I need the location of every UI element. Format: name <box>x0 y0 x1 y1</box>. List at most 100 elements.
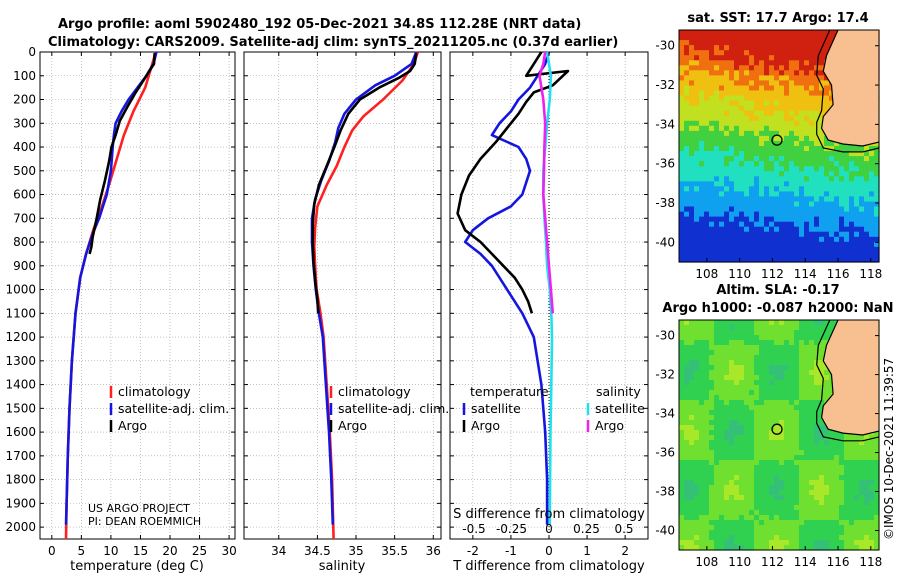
map-cell <box>774 390 780 396</box>
map-cell <box>794 445 800 451</box>
map-cell <box>854 440 860 446</box>
map-cell <box>809 415 815 421</box>
map-cell <box>734 515 740 521</box>
map-cell <box>689 95 695 102</box>
map-cell <box>764 425 770 431</box>
map-cell <box>799 176 805 182</box>
map-cell <box>724 30 730 36</box>
y-tick-label: 1600 <box>5 425 36 439</box>
map-cell <box>774 156 780 162</box>
map-cell <box>709 105 715 112</box>
map-cell <box>814 90 820 97</box>
map-cell <box>689 216 695 223</box>
map-cell <box>704 380 710 386</box>
map-cell <box>794 385 800 391</box>
map-cell <box>714 405 720 411</box>
map-cell <box>699 340 705 346</box>
map-cell <box>774 485 780 491</box>
map-cell <box>734 151 740 157</box>
map-cell <box>689 325 695 331</box>
map-cell <box>764 105 770 112</box>
map-cell <box>864 465 870 471</box>
map-cell <box>699 156 705 162</box>
map-cell <box>724 485 730 491</box>
map-cell <box>779 355 785 361</box>
map-cell <box>814 105 820 112</box>
map-cell <box>684 520 690 526</box>
map-cell <box>769 257 775 263</box>
map-cell <box>809 171 815 177</box>
map-cell <box>749 540 755 546</box>
map-cell <box>754 445 760 451</box>
map-cell <box>744 65 750 71</box>
map-cell <box>784 475 790 481</box>
map-cell <box>704 100 710 107</box>
map-cell <box>689 505 695 511</box>
map-cell <box>849 221 855 228</box>
map-cell <box>769 100 775 107</box>
map-cell <box>714 257 720 263</box>
map-cell <box>824 330 830 336</box>
map-cell <box>684 206 690 213</box>
map-cell <box>744 430 750 436</box>
map-cell <box>789 415 795 421</box>
map-cell <box>714 320 720 326</box>
map-cell <box>789 171 795 177</box>
y-tick-label: 1200 <box>5 330 36 344</box>
map-cell <box>709 525 715 531</box>
map-cell <box>874 196 880 202</box>
map-cell <box>689 370 695 376</box>
map-cell <box>689 141 695 147</box>
map-cell <box>869 495 875 501</box>
map-cell <box>854 226 860 233</box>
map-cell <box>799 330 805 336</box>
map-cell <box>819 211 825 218</box>
map-cell <box>769 125 775 132</box>
map-cell <box>679 460 685 466</box>
map-cell <box>764 85 770 92</box>
map-cell <box>829 206 835 213</box>
map-cell <box>724 355 730 361</box>
map-cell <box>864 440 870 446</box>
map-cell <box>754 325 760 331</box>
map-cell <box>779 490 785 496</box>
map-cell <box>704 251 710 258</box>
map-cell <box>814 100 820 107</box>
map-cell <box>744 75 750 81</box>
map-cell <box>769 181 775 187</box>
map-cell <box>769 495 775 501</box>
map-cell <box>839 490 845 496</box>
map-cell <box>684 186 690 192</box>
map-cell <box>809 505 815 511</box>
map-cell <box>779 460 785 466</box>
map-cell <box>694 545 700 551</box>
map-cell <box>789 221 795 228</box>
map-cell <box>734 211 740 218</box>
map-cell <box>779 186 785 192</box>
map-y-tick-label: -34 <box>655 407 675 421</box>
map-cell <box>684 130 690 137</box>
map-cell <box>714 110 720 117</box>
map-cell <box>809 410 815 416</box>
map-cell <box>699 445 705 451</box>
map-cell <box>784 241 790 248</box>
map-cell <box>729 100 735 107</box>
map-cell <box>689 440 695 446</box>
map-cell <box>724 345 730 351</box>
map-cell <box>759 350 765 356</box>
map-cell <box>694 201 700 208</box>
map-cell <box>794 251 800 258</box>
map-cell <box>709 257 715 263</box>
map-cell <box>844 440 850 446</box>
map-cell <box>759 251 765 258</box>
map-cell <box>834 171 840 177</box>
map-cell <box>724 425 730 431</box>
map-cell <box>684 395 690 401</box>
map-cell <box>734 135 740 142</box>
map-cell <box>799 246 805 253</box>
map-cell <box>714 470 720 476</box>
map-cell <box>754 490 760 496</box>
map-cell <box>679 40 685 46</box>
map-cell <box>689 395 695 401</box>
map-cell <box>729 380 735 386</box>
